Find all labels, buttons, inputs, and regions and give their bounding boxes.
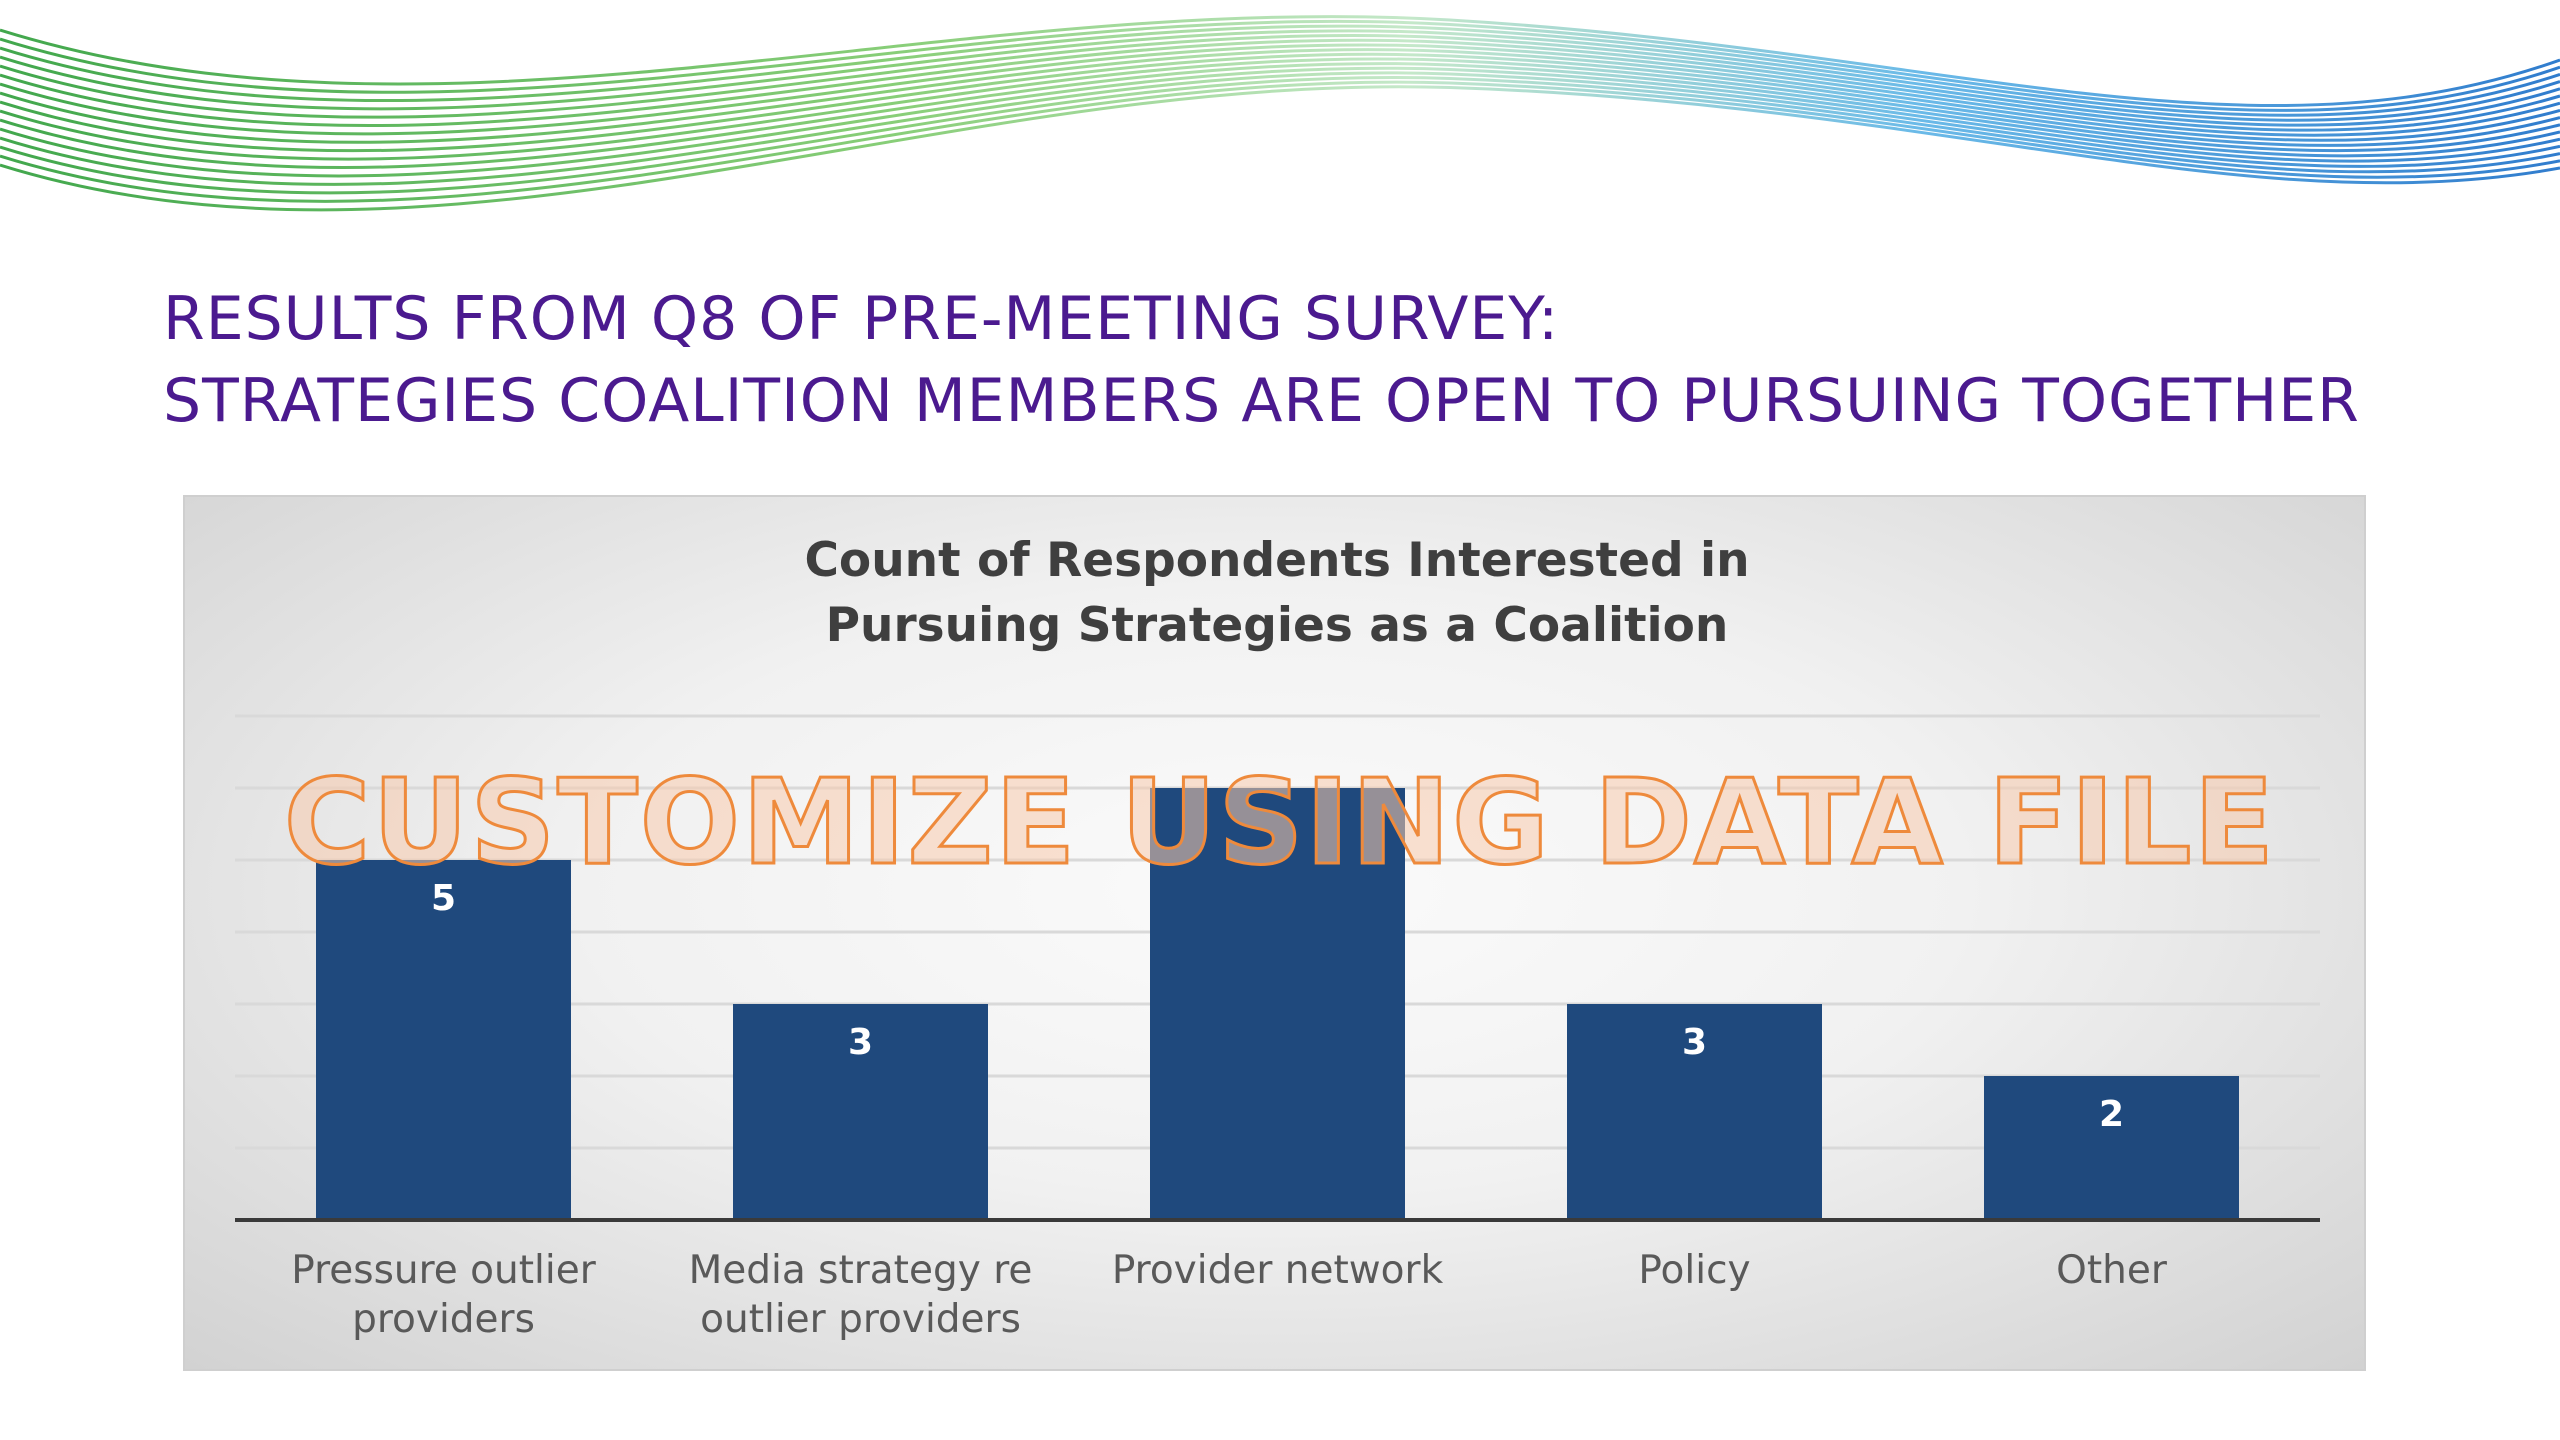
category-label: Pressure outlier bbox=[291, 1248, 596, 1293]
category-label: Media strategy re bbox=[689, 1248, 1033, 1293]
wave-line bbox=[0, 66, 2560, 178]
wave-line bbox=[0, 85, 2560, 212]
category-label: Provider network bbox=[1112, 1248, 1444, 1293]
wave-line bbox=[0, 76, 2560, 195]
chart-title-line-1: Count of Respondents Interested in bbox=[804, 533, 1749, 588]
bar bbox=[1150, 788, 1405, 1220]
wave-line bbox=[0, 52, 2560, 153]
wave-line bbox=[0, 34, 2560, 127]
bar bbox=[316, 860, 571, 1220]
bar-chart: Count of Respondents Interested in Pursu… bbox=[235, 533, 2320, 1342]
wave-line bbox=[0, 48, 2560, 144]
bar-value-label: 5 bbox=[431, 878, 456, 919]
category-label: Other bbox=[2056, 1248, 2168, 1293]
wave-line bbox=[0, 71, 2560, 186]
wave-line bbox=[0, 15, 2560, 108]
decorative-wave-banner bbox=[0, 15, 2560, 212]
bar bbox=[1984, 1076, 2239, 1220]
customize-watermark: CUSTOMIZE USING DATA FILE bbox=[284, 753, 2276, 891]
slide-title-line-2: STRATEGIES COALITION MEMBERS ARE OPEN TO… bbox=[163, 366, 2360, 436]
wave-line bbox=[0, 24, 2560, 117]
slide-title-line-1: RESULTS FROM Q8 OF PRE-MEETING SURVEY: bbox=[163, 284, 1560, 354]
bar-value-label: 2 bbox=[2099, 1094, 2124, 1135]
category-label: Policy bbox=[1638, 1248, 1750, 1293]
wave-line bbox=[0, 62, 2560, 169]
wave-line bbox=[0, 19, 2560, 112]
wave-line bbox=[0, 29, 2560, 122]
category-label: providers bbox=[352, 1297, 535, 1342]
chart-panel: Count of Respondents Interested in Pursu… bbox=[183, 495, 2366, 1371]
wave-line bbox=[0, 38, 2560, 132]
bar-value-label: 3 bbox=[848, 1022, 873, 1063]
bar bbox=[733, 1004, 988, 1220]
bar bbox=[1567, 1004, 1822, 1220]
slide-title: RESULTS FROM Q8 OF PRE-MEETING SURVEY: S… bbox=[163, 278, 2483, 442]
wave-line bbox=[0, 57, 2560, 161]
wave-line bbox=[0, 43, 2560, 137]
bar-value-label: 3 bbox=[1682, 1022, 1707, 1063]
wave-line bbox=[0, 80, 2560, 203]
chart-title-line-2: Pursuing Strategies as a Coalition bbox=[826, 598, 1729, 653]
category-label: outlier providers bbox=[700, 1297, 1021, 1342]
